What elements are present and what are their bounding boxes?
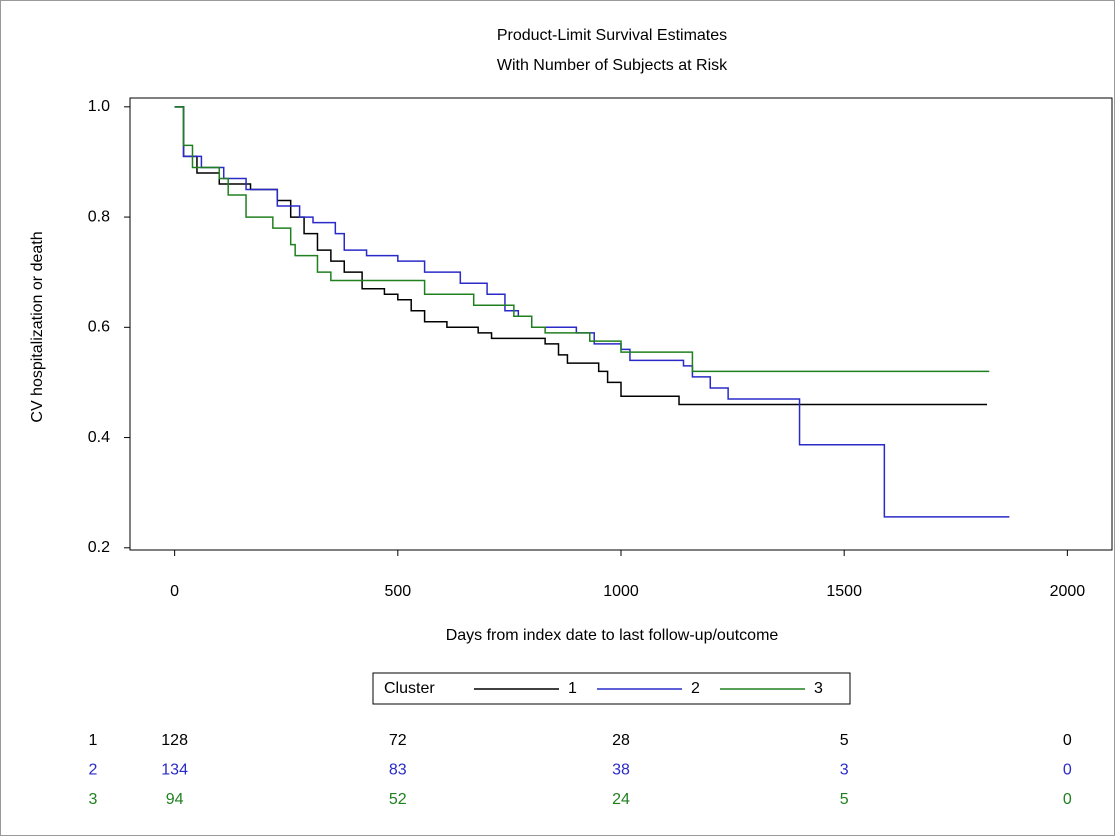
at-risk-count: 0 (1063, 732, 1072, 749)
x-tick-label: 0 (170, 583, 179, 600)
y-axis-label: CV hospitalization or death (29, 231, 46, 422)
at-risk-count: 128 (161, 732, 188, 749)
x-tick-label: 2000 (1050, 583, 1086, 600)
y-tick-label: 0.2 (88, 539, 110, 556)
at-risk-count: 134 (161, 762, 188, 779)
legend-label: 1 (568, 680, 577, 697)
legend-label: 3 (814, 680, 823, 697)
at-risk-count: 24 (612, 791, 630, 808)
at-risk-count: 83 (389, 762, 407, 779)
y-tick-label: 0.6 (88, 319, 110, 336)
at-risk-count: 72 (389, 732, 407, 749)
legend-box (372, 672, 851, 705)
at-risk-count: 38 (612, 762, 630, 779)
at-risk-count: 28 (612, 732, 630, 749)
survival-curve (174, 106, 1010, 518)
at-risk-count: 3 (840, 762, 849, 779)
legend-title: Cluster (384, 680, 435, 697)
at-risk-count: 94 (166, 791, 184, 808)
x-axis-label: Days from index date to last follow-up/o… (446, 627, 779, 644)
risk-row-label: 1 (89, 732, 98, 749)
y-tick-label: 0.4 (88, 429, 110, 446)
at-risk-count: 5 (840, 732, 849, 749)
x-tick-label: 500 (384, 583, 411, 600)
legend-label: 2 (691, 680, 700, 697)
at-risk-count: 5 (840, 791, 849, 808)
x-tick-label: 1500 (826, 583, 862, 600)
at-risk-count: 0 (1063, 791, 1072, 808)
risk-row-label: 2 (89, 762, 98, 779)
x-tick-label: 1000 (603, 583, 639, 600)
y-tick-label: 0.8 (88, 208, 110, 225)
survival-curve (174, 106, 990, 373)
y-tick-label: 1.0 (88, 98, 110, 115)
at-risk-count: 52 (389, 791, 407, 808)
chart-subtitle: With Number of Subjects at Risk (497, 57, 728, 74)
at-risk-count: 0 (1063, 762, 1072, 779)
risk-row-label: 3 (89, 791, 98, 808)
chart-title: Product-Limit Survival Estimates (497, 27, 727, 44)
